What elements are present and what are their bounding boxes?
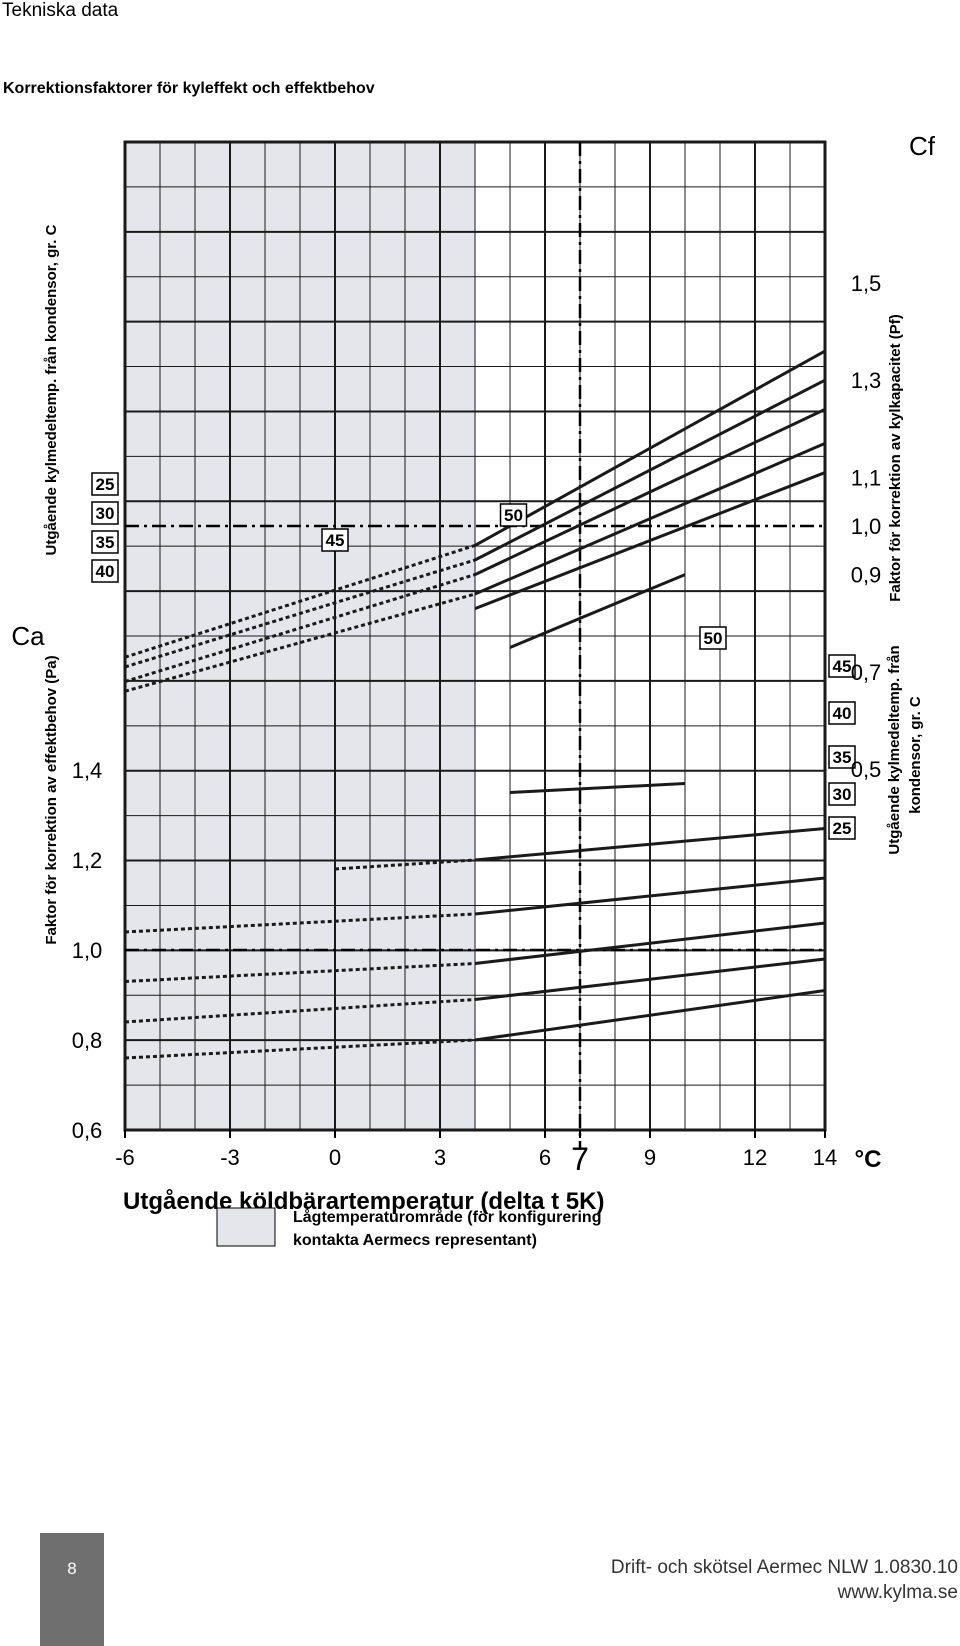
- cf-curve-25-glycol: [124, 544, 476, 659]
- ca-curve-35-glycol: [124, 962, 476, 983]
- cf-tick-label: 1,3: [851, 368, 882, 393]
- cf-tick-label: 0,5: [851, 757, 882, 782]
- legend-label: Lågtemperaturområde (för konfigurering: [293, 1208, 601, 1226]
- ca-series-label-25: 25: [828, 816, 856, 840]
- plot-frame: [123, 140, 827, 1132]
- cf-series-label-35: 35: [91, 530, 119, 554]
- section-header: Tekniska data: [2, 0, 119, 21]
- footer-document-title: Drift- och skötsel Aermec NLW 1.0830.10: [610, 1557, 958, 1578]
- ca-condenser-axis-title-line-1: Utgående kylmedeltemp. från: [886, 645, 903, 854]
- cf-series-label-50-box: [499, 503, 528, 527]
- ca-series-label-25-text: 25: [833, 819, 852, 838]
- legend-swatch-low-temp: [216, 1207, 276, 1247]
- ca-series-label-50: 50: [699, 626, 727, 650]
- cf-curve-35-water: [474, 408, 826, 576]
- x-axis-title: Utgående köldbärartemperatur (delta t 5K…: [123, 1188, 604, 1215]
- ca-series-label-25-box: [828, 816, 856, 840]
- cf-series-label-50: 50: [499, 503, 528, 527]
- cf-series-label-40: 40: [91, 559, 119, 583]
- ca-curve-30-glycol: [124, 998, 476, 1024]
- x-tick-label: 6: [539, 1145, 551, 1170]
- cf-series-label-30-box: [91, 501, 119, 525]
- cf-series-label-30: 30: [91, 501, 119, 525]
- cf-tick-label: 0,7: [851, 660, 882, 685]
- cf-tick-label: 1,1: [851, 465, 882, 490]
- legend-label: kontakta Aermecs representant): [293, 1232, 537, 1249]
- ca-tick-label: 0,6: [72, 1118, 103, 1143]
- ca-curve-40-glycol: [124, 912, 476, 934]
- cf-series-label-35-text: 35: [96, 533, 115, 552]
- ca-tick-label: 1,2: [72, 848, 103, 873]
- x-tick-label: 14: [813, 1145, 837, 1170]
- ca-curve-25-water: [474, 989, 826, 1042]
- ca-series-label-45: 45: [828, 654, 856, 678]
- cf-curve-35-glycol: [124, 573, 476, 683]
- ca-tick-label: 1,0: [72, 938, 103, 963]
- x-tick-label: 3: [434, 1145, 446, 1170]
- cf-curve-30-water: [474, 378, 826, 562]
- cf-curve-30-glycol: [124, 558, 476, 669]
- ca-curve-45-glycol: [334, 858, 476, 871]
- ca-curve-45-water: [474, 827, 826, 862]
- x-axis-unit: °C: [855, 1146, 882, 1173]
- ca-series-label-40-box: [828, 701, 856, 725]
- x-tick-label: 0: [329, 1145, 341, 1170]
- ca-series-label-30-box: [828, 782, 856, 806]
- cf-series-label-45-text: 45: [326, 531, 345, 550]
- ca-curve-30-water: [474, 957, 826, 1001]
- ca-tick-label: 1,4: [72, 758, 103, 783]
- cf-series-label-35-box: [91, 530, 119, 554]
- ca-curve-40-water: [474, 876, 826, 916]
- ca-series-label-35: 35: [828, 745, 856, 769]
- correction-factor-chart: 25 30 35 40 45 50 50 45 40 35 30 25 -6 -3 0 3 6 7 9 12 14 °C U…: [11, 131, 936, 1249]
- page-number-box: 8: [40, 1533, 104, 1646]
- cf-tick-label: 0,9: [851, 563, 882, 588]
- cf-curve-50-water: [509, 573, 686, 649]
- cf-series-label-25-text: 25: [96, 475, 115, 494]
- footer-url[interactable]: www.kylma.se: [837, 1582, 958, 1603]
- ca-curve-35-water: [474, 921, 826, 965]
- cf-series-label-45: 45: [321, 528, 349, 552]
- cf-axis-title: Faktor för korrektion av kylkapacitet (P…: [887, 314, 904, 602]
- cf-axis-symbol: Cf: [909, 131, 936, 161]
- page-number: 8: [67, 1559, 77, 1578]
- ca-series-label-45-box: [828, 654, 856, 678]
- ca-series-label-50-text: 50: [704, 629, 723, 648]
- cf-series-label-25: 25: [91, 472, 119, 496]
- ca-axis-title: Faktor för korrektion av effektbehov (Pa…: [43, 655, 60, 944]
- ca-series-label-30-text: 30: [833, 785, 852, 804]
- ca-series-label-35-text: 35: [833, 748, 852, 767]
- ca-series-label-35-box: [828, 745, 856, 769]
- ca-condenser-axis-title-line-2: kondensor, gr. C: [907, 696, 924, 814]
- ca-curve-25-glycol: [124, 1038, 476, 1060]
- cf-curve-45-water: [474, 471, 826, 611]
- x-tick-label: -3: [220, 1145, 240, 1170]
- cf-curve-40-glycol: [124, 592, 476, 693]
- ca-tick-label: 0,8: [72, 1028, 103, 1053]
- cf-series-label-40-text: 40: [96, 562, 115, 581]
- cf-series-label-40-box: [91, 559, 119, 583]
- cf-series-label-30-text: 30: [96, 504, 115, 523]
- ca-curve-50-water: [509, 782, 686, 794]
- x-tick-label: 7: [571, 1141, 589, 1177]
- cf-series-label-45-box: [321, 528, 349, 552]
- ca-axis-symbol: Ca: [11, 621, 45, 651]
- ca-series-label-45-text: 45: [833, 657, 852, 676]
- ca-series-label-40: 40: [828, 701, 856, 725]
- cf-condenser-axis-title: Utgående kylmedeltemp. från kondensor, g…: [43, 224, 60, 555]
- cf-tick-label: 1,5: [851, 271, 882, 296]
- x-tick-label: -6: [115, 1145, 135, 1170]
- x-tick-label: 12: [743, 1145, 767, 1170]
- page-title: Korrektionsfaktorer för kyleffekt och ef…: [3, 80, 375, 97]
- cf-curve-40-water: [474, 442, 826, 596]
- ca-series-label-30: 30: [828, 782, 856, 806]
- ca-series-label-50-box: [699, 626, 727, 650]
- x-tick-label: 9: [644, 1145, 656, 1170]
- cf-series-label-25-box: [91, 472, 119, 496]
- cf-series-label-50-text: 50: [504, 506, 523, 525]
- cf-curve-25-water: [474, 349, 826, 547]
- cf-tick-label: 1,0: [851, 514, 882, 539]
- ca-series-label-40-text: 40: [833, 704, 852, 723]
